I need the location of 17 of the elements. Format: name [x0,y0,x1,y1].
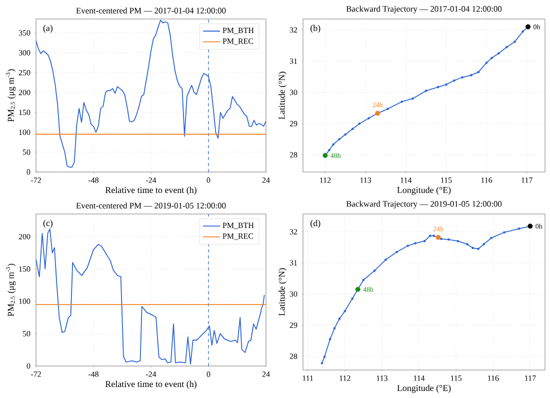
annotation: (a) [43,24,53,33]
y-axis-title: Latitude (°N) [278,72,287,120]
chart-title: Backward Trajectory — 2017-01-04 12:00:00 [346,6,502,14]
x-axis-title: Relative time to event (h) [105,186,196,195]
annotation: (b) [310,24,320,33]
x-axis-title: Relative time to event (h) [105,380,196,389]
y-axis-title: Latitude (°N) [278,268,287,316]
chart-title: Event-centered PM — 2017-01-04 12:00:00 [76,7,226,14]
line-series [36,20,266,168]
y-axis-title: PM$_{2.5}$ (μg m$^{-3}$) [6,264,16,316]
x-axis-title: Longitude (°E) [397,384,451,393]
annotation: (d) [310,220,320,228]
annotation: (c) [43,220,53,228]
chart-title: Backward Trajectory — 2019-01-05 12:00:00 [346,200,502,208]
chart-title: Event-centered PM — 2019-01-05 12:00:00 [76,202,226,208]
x-axis-title: Longitude (°E) [397,186,451,195]
y-axis-title: PM$_{2.5}$ (μg m$^{-3}$) [6,69,16,122]
